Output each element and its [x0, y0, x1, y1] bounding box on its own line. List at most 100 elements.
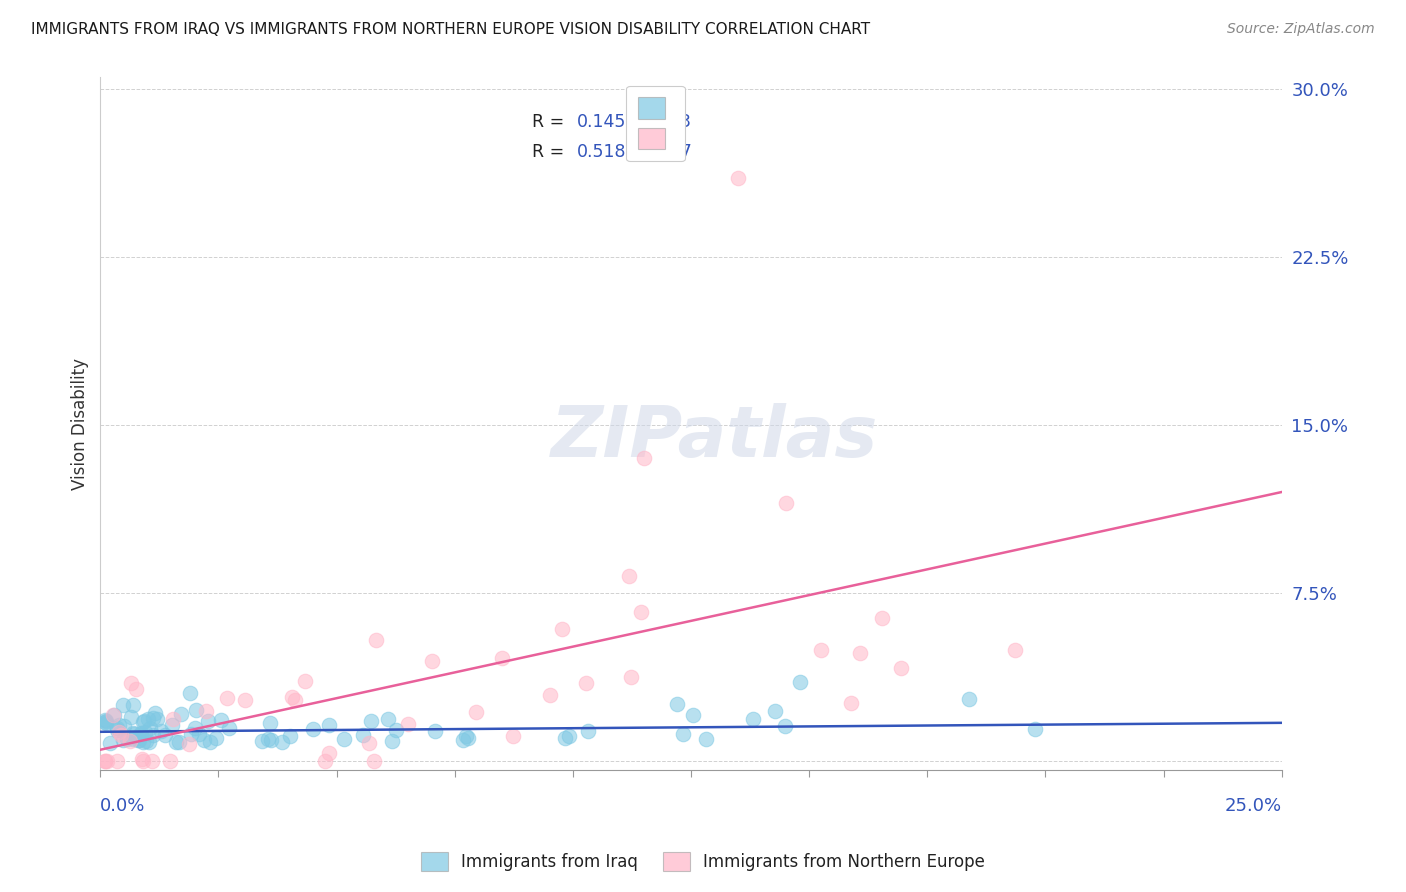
Text: R =: R = — [531, 113, 569, 131]
Point — [491, 650, 513, 665]
Point — [454, 729, 477, 743]
Point — [381, 733, 404, 747]
Point — [138, 721, 160, 735]
Point — [773, 719, 796, 733]
Point — [457, 731, 479, 746]
Point — [204, 731, 226, 745]
Y-axis label: Vision Disability: Vision Disability — [72, 358, 89, 490]
Point — [870, 611, 893, 625]
Point — [617, 569, 640, 583]
Point — [101, 708, 124, 723]
Point — [672, 726, 695, 740]
Point — [359, 735, 381, 749]
Point — [695, 731, 717, 746]
Point — [179, 737, 201, 751]
Point — [741, 712, 763, 726]
Point — [558, 729, 581, 743]
Point — [121, 732, 143, 747]
Point — [122, 698, 145, 712]
Point — [284, 693, 307, 707]
Point — [360, 714, 382, 728]
Point — [132, 714, 155, 729]
Point — [890, 661, 912, 675]
Point — [576, 724, 599, 739]
Point — [810, 642, 832, 657]
Legend: Immigrants from Iraq, Immigrants from Northern Europe: Immigrants from Iraq, Immigrants from No… — [413, 843, 993, 880]
Point — [666, 697, 689, 711]
Point — [142, 728, 165, 742]
Text: 25.0%: 25.0% — [1225, 797, 1282, 814]
Point — [103, 707, 125, 722]
Point — [105, 722, 128, 736]
Point — [125, 682, 148, 697]
Point — [385, 723, 408, 738]
Text: 0.0%: 0.0% — [100, 797, 146, 814]
Point — [294, 674, 316, 689]
Point — [94, 754, 117, 768]
Point — [278, 729, 301, 743]
Point — [682, 708, 704, 723]
Point — [167, 734, 190, 748]
Point — [281, 690, 304, 704]
Point — [257, 732, 280, 747]
Point — [145, 713, 167, 727]
Point — [620, 670, 643, 684]
Text: Source: ZipAtlas.com: Source: ZipAtlas.com — [1227, 22, 1375, 37]
Point — [198, 734, 221, 748]
Point — [159, 754, 181, 768]
Point — [127, 731, 149, 746]
Point — [132, 715, 155, 730]
Point — [193, 733, 215, 747]
Point — [1024, 722, 1046, 736]
Point — [141, 754, 163, 768]
Text: N =: N = — [630, 143, 679, 161]
Text: N =: N = — [630, 113, 679, 131]
Point — [352, 728, 374, 742]
Point — [160, 718, 183, 732]
Point — [128, 728, 150, 742]
Text: 47: 47 — [669, 143, 692, 161]
Point — [94, 714, 117, 729]
Point — [318, 746, 340, 760]
Point — [763, 704, 786, 718]
Point — [839, 696, 862, 710]
Point — [551, 622, 574, 636]
Point — [318, 718, 340, 732]
Text: ZIPatlas: ZIPatlas — [551, 403, 879, 472]
Point — [235, 693, 257, 707]
Point — [184, 721, 207, 735]
Point — [187, 727, 209, 741]
Point — [179, 686, 201, 700]
Point — [363, 754, 385, 768]
Point — [789, 675, 811, 690]
Point — [120, 675, 142, 690]
Point — [250, 734, 273, 748]
Point — [149, 724, 172, 739]
Point — [134, 725, 156, 739]
Point — [135, 734, 157, 748]
Point — [136, 712, 159, 726]
Point — [132, 735, 155, 749]
Point — [848, 646, 870, 660]
Point — [180, 727, 202, 741]
Point — [314, 754, 336, 768]
Point — [128, 732, 150, 747]
Point — [302, 723, 325, 737]
Point — [94, 714, 117, 728]
Point — [165, 735, 187, 749]
Point — [111, 698, 134, 713]
Point — [124, 727, 146, 741]
Point — [129, 726, 152, 740]
Point — [186, 703, 208, 717]
Point — [162, 712, 184, 726]
Point — [115, 732, 138, 747]
Point — [538, 688, 561, 702]
Point — [332, 731, 354, 746]
Point — [120, 709, 142, 723]
Text: 0.145: 0.145 — [576, 113, 626, 131]
Point — [194, 704, 217, 718]
Point — [218, 721, 240, 735]
Point — [105, 723, 128, 738]
Point — [142, 710, 165, 724]
Point — [94, 714, 117, 729]
